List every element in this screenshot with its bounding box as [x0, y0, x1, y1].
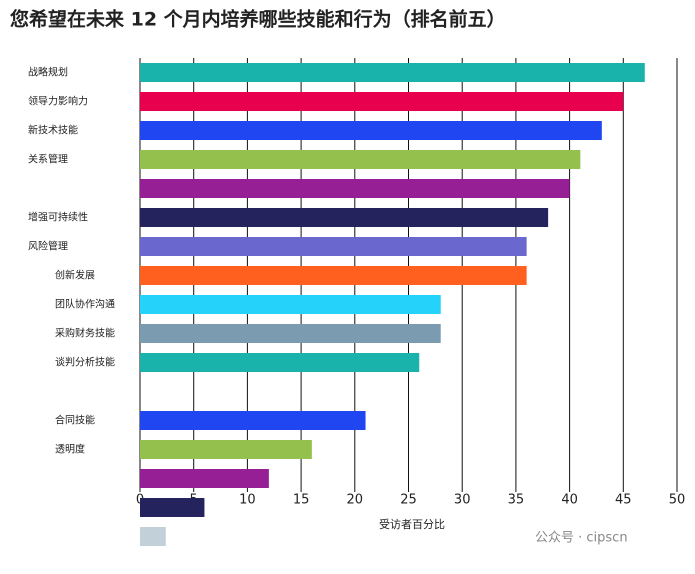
y-tick-label: 增强可持续性: [28, 211, 88, 224]
y-tick-label: 谈判分析技能: [55, 356, 115, 369]
x-tick-label: 50: [669, 493, 686, 508]
x-tick-label: 45: [615, 493, 632, 508]
x-tick-label: 30: [454, 493, 471, 508]
bar: [140, 266, 527, 285]
bar: [140, 208, 549, 227]
x-tick-label: 15: [293, 493, 310, 508]
bar: [140, 440, 312, 459]
x-tick-label: 40: [561, 493, 578, 508]
bar: [140, 353, 420, 372]
y-tick-label: 关系管理: [28, 153, 68, 166]
watermark: 公众号 · cipscn: [535, 531, 628, 546]
y-tick-label: 新技术技能: [28, 124, 78, 137]
bar: [140, 92, 624, 111]
bar: [140, 63, 645, 82]
bar: [140, 527, 166, 546]
y-tick-label: 战略规划: [28, 66, 68, 79]
bar: [140, 179, 570, 198]
bar: [140, 295, 441, 314]
bar: [140, 469, 269, 488]
bar: [140, 498, 205, 517]
y-tick-label: 创新发展: [55, 269, 95, 282]
bar: [140, 411, 366, 430]
y-tick-label: 采购财务技能: [55, 327, 115, 340]
chart-title: 您希望在未来 12 个月内培养哪些技能和行为（排名前五）: [10, 8, 506, 31]
y-tick-label: 合同技能: [55, 414, 95, 427]
x-axis-label: 受访者百分比: [379, 518, 445, 531]
x-tick-label: 35: [508, 493, 525, 508]
y-tick-label: 风险管理: [28, 240, 68, 253]
x-tick-label: 10: [239, 493, 256, 508]
x-tick-label: 25: [400, 493, 417, 508]
y-tick-label: 领导力影响力: [28, 95, 88, 108]
bar: [140, 121, 602, 140]
bar: [140, 150, 581, 169]
y-tick-label: 团队协作沟通: [55, 298, 115, 311]
bar: [140, 324, 441, 343]
y-tick-label: 透明度: [55, 443, 85, 456]
x-tick-label: 20: [347, 493, 364, 508]
bar: [140, 237, 527, 256]
